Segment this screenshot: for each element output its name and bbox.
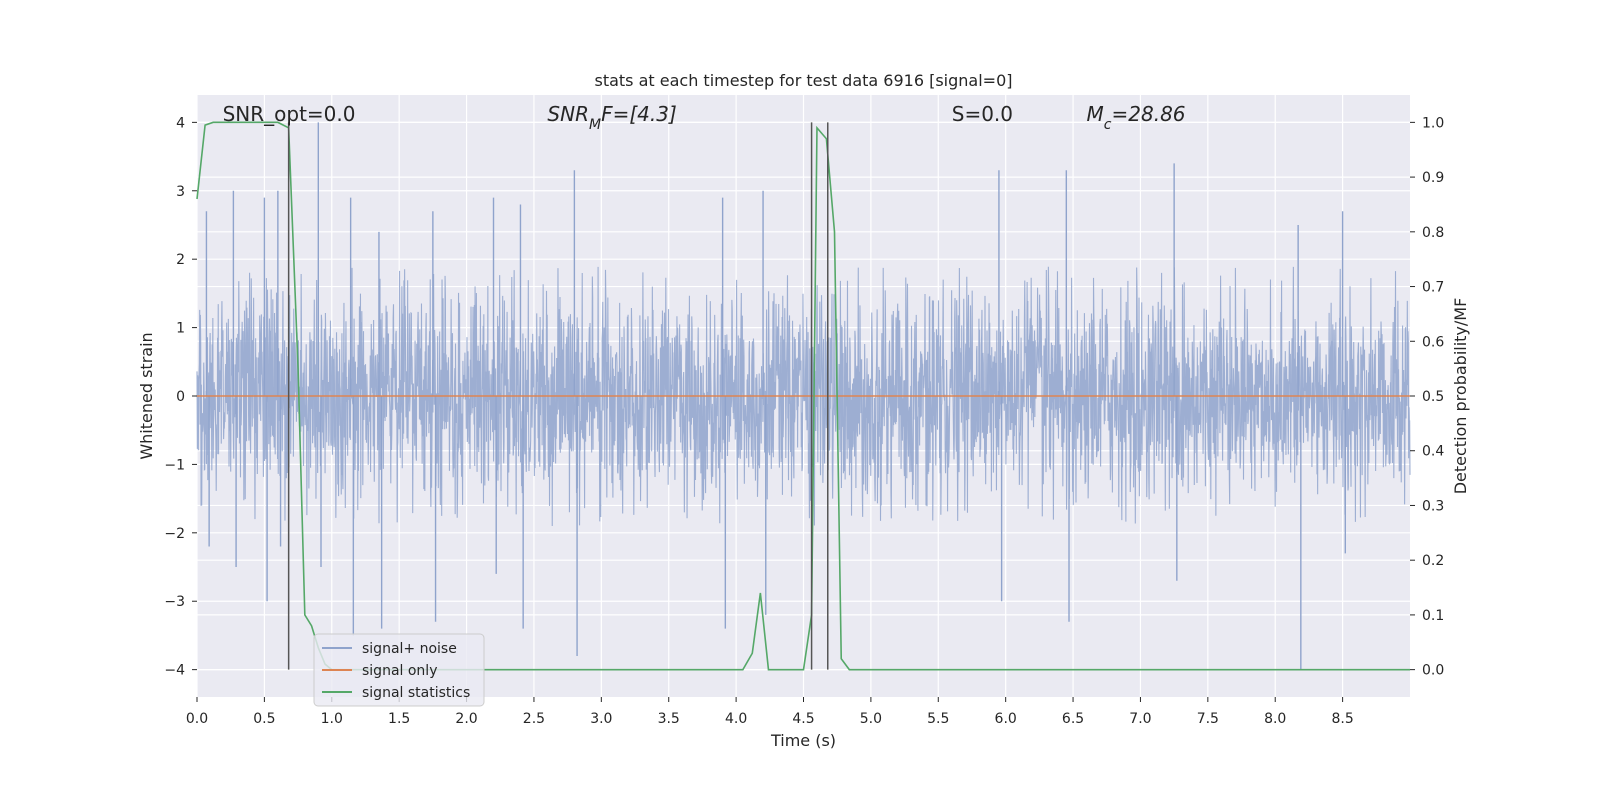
- annotation-0: SNR_opt=0.0: [223, 102, 356, 126]
- x-tick-label: 2.5: [523, 711, 545, 727]
- x-tick-label: 0.0: [186, 711, 208, 727]
- y-right-tick-label: 0.9: [1422, 170, 1444, 186]
- series-layer: [196, 121, 1410, 671]
- x-tick-label: 5.0: [860, 711, 882, 727]
- x-tick-label: 3.0: [590, 711, 612, 727]
- y-right-tick-label: 0.3: [1422, 498, 1444, 514]
- y-left-tick-label: 2: [176, 252, 185, 268]
- x-tick-label: 8.5: [1331, 711, 1353, 727]
- y-right-tick-label: 0.2: [1422, 553, 1444, 569]
- legend-label: signal+ noise: [362, 641, 457, 657]
- y-left-tick-label: 0: [176, 389, 185, 405]
- legend-label: signal only: [362, 663, 437, 679]
- y-right-tick-label: 0.5: [1422, 389, 1444, 405]
- x-tick-label: 8.0: [1264, 711, 1286, 727]
- y-left-tick-label: 1: [176, 321, 185, 337]
- y-right-tick-label: 0.7: [1422, 280, 1444, 296]
- x-tick-label: 5.5: [927, 711, 949, 727]
- x-tick-label: 0.5: [253, 711, 275, 727]
- y-right-tick-label: 1.0: [1422, 115, 1444, 131]
- ticks: 0.0 0.5 1.0 1.5 2.0 2.5 3.0 3.5 4.0 4.5 5.0 5.5 6.0 6…: [164, 115, 1444, 727]
- legend-label: signal statistics: [362, 685, 470, 701]
- series-line-signal-statistics: [196, 121, 1410, 671]
- vertical-lines: [287, 122, 829, 670]
- x-axis-label: Time (s): [770, 731, 836, 750]
- legend-box: [313, 633, 485, 707]
- y-axis-left-label: Whitened strain: [137, 332, 156, 459]
- y-right-tick-label: 0.8: [1422, 225, 1444, 241]
- y-left-tick-label: −3: [164, 594, 185, 610]
- x-tick-label: 7.5: [1197, 711, 1219, 727]
- x-tick-label: 4.0: [725, 711, 747, 727]
- y-left-tick-label: −1: [164, 457, 185, 473]
- y-right-tick-label: 0.1: [1422, 608, 1444, 624]
- y-left-tick-label: 3: [176, 184, 185, 200]
- signal-noise-series: [196, 122, 1411, 670]
- y-left-tick-label: −4: [164, 663, 185, 679]
- x-tick-label: 4.5: [792, 711, 814, 727]
- x-tick-label: 2.0: [455, 711, 477, 727]
- y-right-tick-label: 0.0: [1422, 663, 1444, 679]
- x-tick-label: 6.0: [995, 711, 1017, 727]
- y-right-tick-label: 0.6: [1422, 334, 1444, 350]
- y-left-tick-label: 4: [176, 115, 185, 131]
- y-axis-right-label: Detection probability/MF: [1451, 298, 1470, 495]
- legend-items: signal+ noise signal only signal statistic…: [322, 641, 470, 701]
- legend: signal+ noise signal only signal statistic…: [313, 633, 485, 707]
- x-tick-label: 1.0: [321, 711, 343, 727]
- x-tick-label: 7.0: [1129, 711, 1151, 727]
- x-tick-label: 1.5: [388, 711, 410, 727]
- x-tick-label: 3.5: [658, 711, 680, 727]
- annotation-2: S=0.0: [952, 102, 1013, 126]
- y-left-tick-label: −2: [164, 526, 185, 542]
- signal-noise-line: [196, 266, 1411, 526]
- x-tick-label: 6.5: [1062, 711, 1084, 727]
- chart-title: stats at each timestep for test data 691…: [594, 71, 1012, 90]
- y-right-tick-label: 0.4: [1422, 444, 1444, 460]
